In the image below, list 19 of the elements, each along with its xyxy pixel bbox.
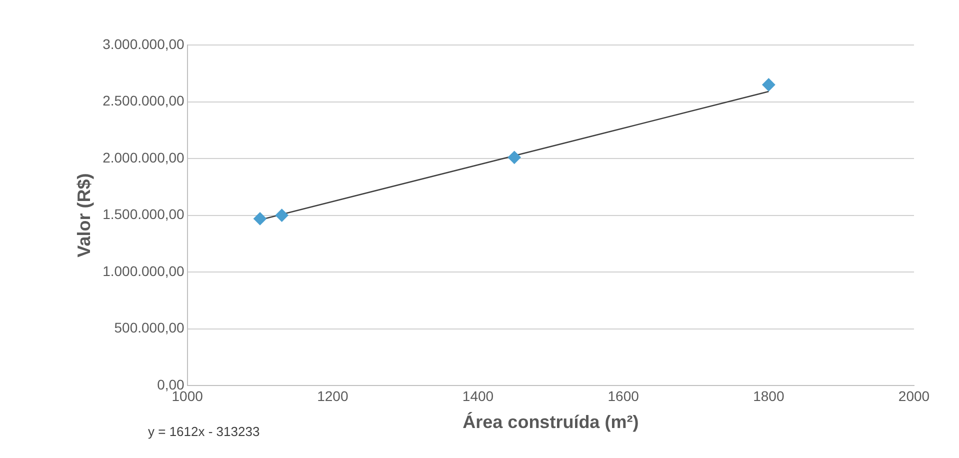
point xyxy=(762,78,776,92)
x-tick-label: 2000 xyxy=(898,388,930,404)
point xyxy=(275,208,288,222)
x-axis-title: Área construída (m²) xyxy=(462,412,639,432)
y-tick-label: 500.000,00 xyxy=(114,320,185,336)
x-tick-label: 1400 xyxy=(462,388,494,404)
y-tick-label: 1.500.000,00 xyxy=(102,206,185,222)
x-tick-label: 1200 xyxy=(317,388,348,404)
x-tick-label: 1800 xyxy=(753,388,784,404)
x-tick-label: 1600 xyxy=(608,388,640,404)
y-tick-label: 0,00 xyxy=(157,376,185,392)
y-tick-label: 2.000.000,00 xyxy=(102,149,185,166)
text: y = 1612x - 313233 xyxy=(148,424,260,439)
y-tick-label: 1.000.000,00 xyxy=(102,262,185,279)
point xyxy=(508,150,521,164)
y-axis-title: Valor (R$) xyxy=(74,173,94,258)
y-tick-label: 2.500.000,00 xyxy=(102,92,185,109)
y-tick-label: 3.000.000,00 xyxy=(102,36,185,52)
point xyxy=(254,212,267,226)
